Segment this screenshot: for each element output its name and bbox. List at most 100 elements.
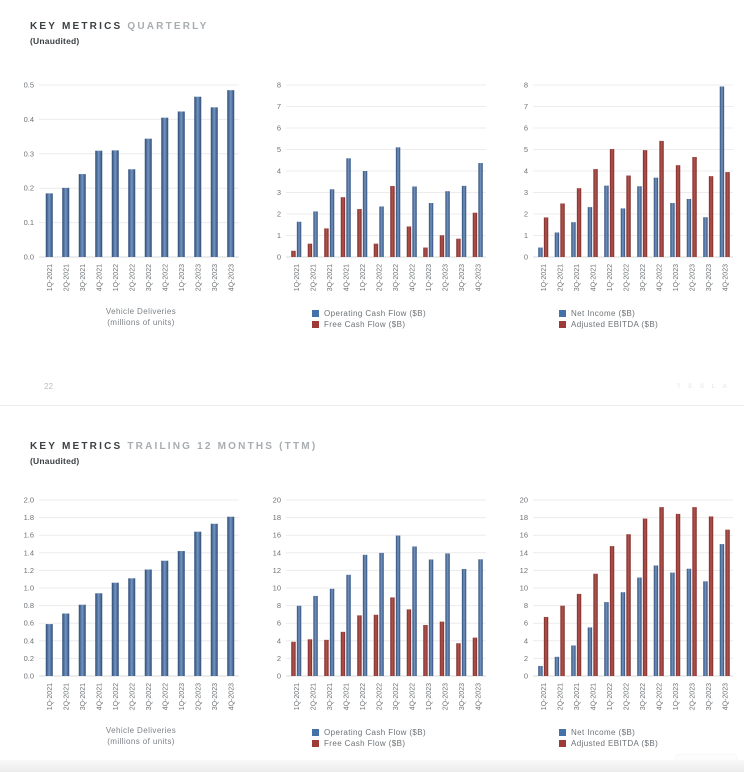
chart-cash-flow-ttm: 0 2 4 6 8 10 12 14 16 18 20 1Q-2021 2Q-2021 3Q-2021 4Q…	[248, 478, 495, 749]
slide2-title-qualifier: TRAILING 12 MONTHS (TTM)	[127, 441, 318, 452]
svg-text:2: 2	[524, 210, 528, 219]
legend-item-free-cash-flow: Free Cash Flow ($B)	[312, 319, 426, 330]
svg-text:18: 18	[520, 513, 528, 522]
svg-text:1Q-2023: 1Q-2023	[426, 683, 433, 710]
svg-text:4Q-2023: 4Q-2023	[475, 264, 482, 291]
svg-text:2Q-2022: 2Q-2022	[129, 264, 136, 291]
svg-text:4Q-2021: 4Q-2021	[343, 264, 350, 291]
svg-text:1.2: 1.2	[24, 566, 34, 575]
blue-swatch-icon	[312, 729, 319, 736]
svg-text:0.2: 0.2	[24, 184, 34, 193]
axis-title-line1: Vehicle Deliveries	[105, 307, 177, 316]
slide-key-metrics-ttm: KEY METRICS TRAILING 12 MONTHS (TTM) (Un…	[0, 406, 744, 772]
svg-text:2.0: 2.0	[24, 496, 34, 505]
tesla-wordmark: T E S L A	[676, 384, 730, 390]
svg-text:14: 14	[520, 548, 528, 557]
svg-text:3Q-2023: 3Q-2023	[706, 264, 713, 291]
slide2-title-strong: KEY METRICS	[30, 441, 123, 452]
svg-text:4: 4	[524, 636, 528, 645]
svg-text:2Q-2022: 2Q-2022	[623, 264, 630, 291]
slide1-header: KEY METRICS QUARTERLY (Unaudited)	[30, 16, 208, 46]
svg-text:3Q-2023: 3Q-2023	[212, 264, 219, 291]
svg-text:6: 6	[277, 619, 281, 628]
svg-text:0: 0	[277, 672, 281, 681]
slide2-subtitle: (Unaudited)	[30, 456, 80, 466]
svg-text:10: 10	[273, 584, 281, 593]
svg-text:2Q-2021: 2Q-2021	[63, 264, 70, 291]
svg-text:4Q-2021: 4Q-2021	[590, 683, 597, 710]
slide2-charts-row: 0.0 0.2 0.4 0.6 0.8 1.0 1.2 1.4 1.6 1.8 2.0 1Q-2021…	[1, 478, 742, 749]
svg-text:1Q-2021: 1Q-2021	[294, 683, 301, 710]
svg-text:3Q-2023: 3Q-2023	[212, 683, 219, 710]
svg-text:20: 20	[273, 496, 281, 505]
vehicle-deliveries-ttm-axis-title: Vehicle Deliveries (millions of units)	[41, 726, 241, 748]
svg-text:1: 1	[277, 231, 281, 240]
svg-text:2Q-2021: 2Q-2021	[310, 683, 317, 710]
svg-text:3Q-2022: 3Q-2022	[640, 683, 647, 710]
svg-text:1Q-2021: 1Q-2021	[47, 683, 54, 710]
svg-text:3Q-2021: 3Q-2021	[80, 683, 87, 710]
svg-text:6: 6	[524, 124, 528, 133]
svg-text:8: 8	[524, 81, 528, 90]
svg-text:18: 18	[273, 513, 281, 522]
svg-text:1Q-2022: 1Q-2022	[113, 264, 120, 291]
svg-text:3Q-2022: 3Q-2022	[640, 264, 647, 291]
svg-text:1.8: 1.8	[24, 513, 34, 522]
svg-text:5: 5	[277, 145, 281, 154]
svg-text:1.4: 1.4	[24, 548, 34, 557]
blue-swatch-icon	[312, 310, 319, 317]
svg-text:2Q-2023: 2Q-2023	[442, 683, 449, 710]
chart-cash-flow-quarterly: 0 1 2 3 4 5 6 7 8 1Q-2021 2Q-2021 3Q-2021 4Q-2021 1Q-…	[248, 58, 495, 330]
svg-text:0.6: 0.6	[24, 619, 34, 628]
svg-text:3Q-2021: 3Q-2021	[327, 264, 334, 291]
svg-text:4Q-2023: 4Q-2023	[722, 683, 729, 710]
svg-text:20: 20	[520, 496, 528, 505]
svg-text:1Q-2021: 1Q-2021	[541, 264, 548, 291]
slide1-title-strong: KEY METRICS	[30, 21, 123, 32]
svg-text:3Q-2022: 3Q-2022	[146, 264, 153, 291]
legend-label: Net Income ($B)	[571, 309, 636, 318]
svg-text:4Q-2021: 4Q-2021	[96, 683, 103, 710]
vehicle-deliveries-quarterly-axis-title: Vehicle Deliveries (millions of units)	[41, 307, 241, 329]
slide1-title-qualifier: QUARTERLY	[127, 21, 209, 32]
svg-text:8: 8	[277, 81, 281, 90]
svg-text:2Q-2022: 2Q-2022	[129, 683, 136, 710]
svg-text:1: 1	[524, 231, 528, 240]
blue-swatch-icon	[559, 729, 566, 736]
slide-key-metrics-quarterly: KEY METRICS QUARTERLY (Unaudited) 0.0 0.1…	[23, 16, 733, 391]
svg-text:5: 5	[524, 145, 528, 154]
svg-text:3Q-2021: 3Q-2021	[80, 264, 87, 291]
svg-text:2: 2	[277, 654, 281, 663]
svg-text:6: 6	[277, 124, 281, 133]
svg-text:2Q-2023: 2Q-2023	[689, 264, 696, 291]
svg-text:0.8: 0.8	[24, 601, 34, 610]
svg-text:0.1: 0.1	[24, 218, 34, 227]
svg-text:16: 16	[273, 531, 281, 540]
svg-text:1Q-2021: 1Q-2021	[294, 264, 301, 291]
cash-flow-quarterly-plot: 0 1 2 3 4 5 6 7 8 1Q-2021 2Q-2021 3Q-2021 4Q-2021 1Q-…	[277, 81, 486, 291]
legend-item-adjusted-ebitda: Adjusted EBITDA ($B)	[559, 319, 658, 330]
cash-flow-ttm-legend: Operating Cash Flow ($B) Free Cash Flow …	[312, 727, 426, 749]
slide2-title: KEY METRICS TRAILING 12 MONTHS (TTM)	[30, 436, 317, 453]
axis-title-line1: Vehicle Deliveries	[105, 726, 177, 735]
income-ttm-plot: 0 2 4 6 8 10 12 14 16 18 20 1Q-2021 2Q-2021 3Q-2021 4Q…	[520, 496, 733, 710]
legend-label: Free Cash Flow ($B)	[324, 739, 406, 748]
svg-text:0.3: 0.3	[24, 149, 34, 158]
red-swatch-icon	[559, 321, 566, 328]
svg-text:3Q-2021: 3Q-2021	[574, 264, 581, 291]
svg-text:0: 0	[277, 253, 281, 262]
slide2-header: KEY METRICS TRAILING 12 MONTHS (TTM) (Un…	[30, 436, 317, 466]
legend-label: Adjusted EBITDA ($B)	[571, 320, 659, 329]
svg-text:2Q-2023: 2Q-2023	[442, 264, 449, 291]
svg-text:1Q-2022: 1Q-2022	[607, 264, 614, 291]
legend-item-free-cash-flow: Free Cash Flow ($B)	[312, 738, 426, 749]
svg-text:6: 6	[524, 619, 528, 628]
legend-label: Operating Cash Flow ($B)	[324, 728, 427, 737]
svg-text:4: 4	[277, 636, 281, 645]
svg-text:2: 2	[277, 210, 281, 219]
legend-item-net-income: Net Income ($B)	[559, 308, 658, 319]
slide1-title: KEY METRICS QUARTERLY	[30, 16, 208, 33]
svg-text:3Q-2021: 3Q-2021	[574, 683, 581, 710]
svg-text:14: 14	[273, 548, 281, 557]
svg-text:16: 16	[520, 531, 528, 540]
